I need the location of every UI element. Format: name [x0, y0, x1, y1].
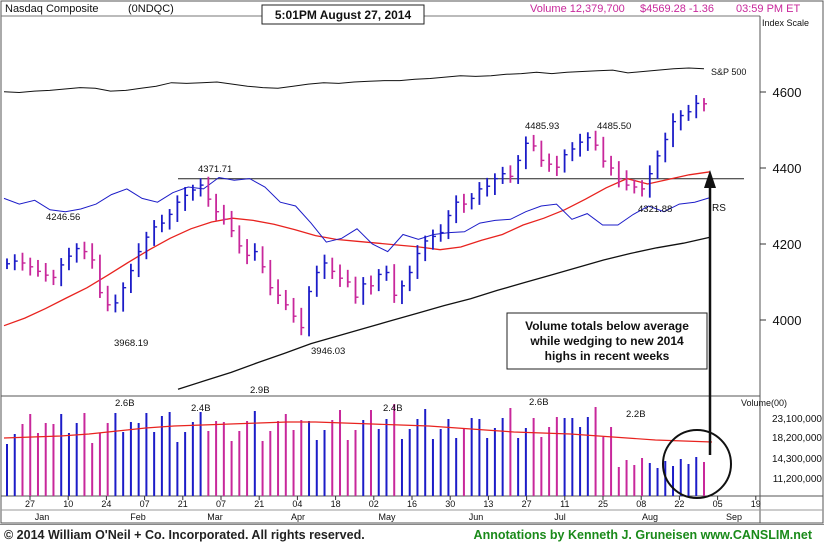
x-tick-label: 22 [674, 499, 684, 509]
x-tick-label: 07 [140, 499, 150, 509]
x-tick-label: 02 [369, 499, 379, 509]
callout-line: while wedging to new 2014 [529, 334, 684, 348]
sp500-label: S&P 500 [711, 67, 746, 77]
footer: © 2014 William O'Neil + Co. Incorporated… [0, 524, 824, 546]
x-tick-label: 30 [445, 499, 455, 509]
callout-line: Volume totals below average [525, 319, 689, 333]
month-label: Jan [35, 512, 50, 522]
callout-line: highs in recent weeks [545, 349, 670, 363]
price-annotation: 4485.50 [597, 121, 631, 132]
volume-tick-label: 11,200,000 [773, 474, 823, 485]
x-tick-label: 24 [101, 499, 111, 509]
volume-annotation: 2.9B [250, 385, 270, 396]
volume-tick-label: 14,300,000 [772, 454, 822, 465]
price-tick-label: 4600 [773, 85, 802, 100]
volume-axis-label: Volume(00) [741, 398, 787, 408]
x-tick-label: 10 [63, 499, 73, 509]
month-label: Feb [130, 512, 146, 522]
callout-arrowhead [704, 170, 716, 188]
sp500-line [3, 67, 705, 94]
timestamp-box [261, 4, 425, 25]
price-annotation: 4246.56 [46, 212, 80, 223]
price-tick-label: 4000 [773, 313, 802, 328]
price-tick-label: 4400 [773, 161, 802, 176]
symbol-name: Nasdaq Composite [5, 3, 99, 15]
volume-annotation: 2.4B [383, 403, 403, 414]
x-tick-label: 08 [636, 499, 646, 509]
month-label: Apr [291, 512, 305, 522]
copyright-text: © 2014 William O'Neil + Co. Incorporated… [4, 528, 365, 542]
volume-annotation: 2.4B [191, 403, 211, 414]
price-text: $4569.28 -1.36 [640, 3, 714, 15]
rs-label: RS [712, 203, 726, 214]
volume-annotation: 2.6B [115, 398, 135, 409]
ticker: (0NDQC) [128, 3, 174, 15]
month-label: Mar [207, 512, 223, 522]
x-tick-label: 21 [178, 499, 188, 509]
rs-line [3, 176, 711, 253]
volume-annotation: 2.6B [529, 397, 549, 408]
timestamp: 5:01PM August 27, 2014 [275, 8, 412, 22]
x-tick-label: 13 [483, 499, 493, 509]
month-label: Jul [554, 512, 566, 522]
callout-text: Volume totals below average while wedging… [525, 319, 689, 363]
month-label: Sep [726, 512, 742, 522]
month-label: Jun [469, 512, 484, 522]
x-tick-label: 25 [598, 499, 608, 509]
callout-box [506, 312, 708, 370]
price-annotation: 4321.88 [638, 204, 672, 215]
volume-tick-label: 23,100,000 [772, 414, 822, 425]
annotation-credit: Annotations by Kenneth J. Gruneisen www.… [473, 528, 812, 542]
price-tick-label: 4200 [773, 237, 802, 252]
x-tick-label: 11 [560, 499, 569, 509]
x-tick-label: 04 [292, 499, 302, 509]
x-tick-label: 21 [254, 499, 264, 509]
x-tick-label: 05 [713, 499, 723, 509]
price-annotation: 4371.71 [198, 164, 232, 175]
x-tick-label: 07 [216, 499, 226, 509]
x-tick-label: 16 [407, 499, 417, 509]
volume-average-line [3, 421, 713, 443]
month-label: Aug [642, 512, 658, 522]
price-annotation: 3968.19 [114, 338, 148, 349]
volume-highlight-circle [662, 429, 732, 499]
price-annotation: 4485.93 [525, 121, 559, 132]
month-label: May [378, 512, 396, 522]
x-tick-label: 19 [751, 499, 761, 509]
x-tick-label: 27 [522, 499, 532, 509]
volume-text: Volume 12,379,700 [530, 3, 625, 15]
x-tick-label: 27 [25, 499, 35, 509]
index-scale-label: Index Scale [762, 18, 809, 28]
volume-annotation: 2.2B [626, 409, 646, 420]
ma200-line [177, 236, 711, 390]
time-text: 03:59 PM ET [736, 3, 800, 15]
price-annotation: 3946.03 [311, 346, 345, 357]
ma50-line [3, 171, 711, 327]
volume-tick-label: 18,200,000 [772, 433, 822, 444]
x-tick-label: 18 [331, 499, 341, 509]
